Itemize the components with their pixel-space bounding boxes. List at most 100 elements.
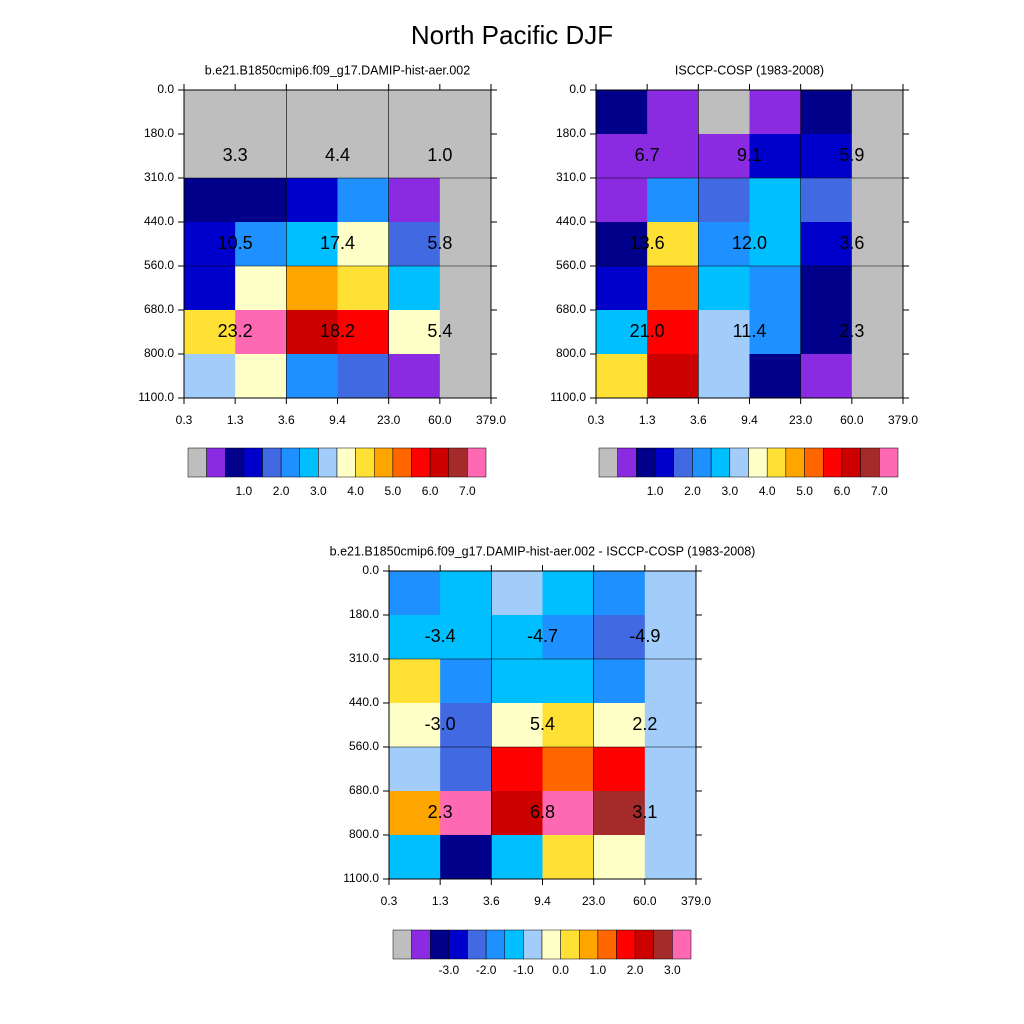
x-tick-label: 9.4 (741, 413, 758, 427)
box-value-label: 18.2 (320, 321, 355, 341)
box-value-label: 6.7 (635, 145, 660, 165)
heatmap-cell (644, 791, 697, 836)
heatmap-cell (800, 134, 853, 179)
heatmap-cell (596, 354, 648, 399)
heatmap-cell (596, 178, 648, 223)
y-tick-label: 800.0 (144, 346, 174, 360)
heatmap-cell (235, 266, 287, 311)
heatmap-cell (286, 222, 338, 267)
box-value-label: 3.1 (632, 802, 657, 822)
heatmap-cell (440, 703, 492, 748)
colorbar-label: 2.0 (273, 484, 290, 498)
heatmap-cell (698, 266, 750, 311)
box-value-label: 9.1 (737, 145, 762, 165)
colorbar-label: 6.0 (422, 484, 439, 498)
colorbar-swatch (672, 929, 692, 960)
y-tick-label: 800.0 (349, 827, 379, 841)
heatmap-cell (851, 266, 904, 311)
heatmap-cell (439, 178, 492, 223)
colorbar-swatch (243, 447, 263, 478)
y-tick-label: 440.0 (556, 214, 586, 228)
heatmap-cell (235, 178, 287, 223)
colorbar-swatch (579, 929, 599, 960)
heatmap-cell (337, 310, 390, 355)
box-value-label: -4.9 (629, 626, 660, 646)
heatmap-cell (184, 222, 236, 267)
x-tick-label: 23.0 (377, 413, 401, 427)
heatmap-cell (337, 222, 390, 267)
heatmap-cell (388, 354, 441, 399)
heatmap-cell (337, 266, 390, 311)
x-tick-label: 23.0 (789, 413, 813, 427)
heatmap-cell (542, 747, 595, 792)
heatmap-cell (235, 222, 287, 267)
colorbar-label: 5.0 (796, 484, 813, 498)
panel-3: b.e21.B1850cmip6.f09_g17.DAMIP-hist-aer.… (330, 544, 756, 977)
heatmap-cell (647, 134, 699, 179)
colorbar-swatch (710, 447, 731, 478)
heatmap-cell (491, 747, 543, 792)
heatmap-cell (644, 703, 697, 748)
colorbar-swatch (374, 447, 394, 478)
heatmap-cell (337, 134, 390, 179)
heatmap-cell (388, 178, 441, 223)
y-tick-label: 1100.0 (138, 390, 174, 404)
heatmap-cell (440, 571, 492, 616)
y-tick-label: 680.0 (144, 302, 174, 316)
heatmap-cell (491, 835, 543, 880)
heatmap-cell (800, 90, 853, 135)
colorbar-swatch (785, 447, 805, 478)
box-value-label: 6.8 (530, 802, 555, 822)
heatmap-cell (749, 90, 802, 135)
heatmap-cell (389, 615, 441, 660)
heatmap-cell (596, 90, 648, 135)
box-value-label: 10.5 (218, 233, 253, 253)
colorbar-label: 3.0 (664, 963, 681, 977)
x-tick-label: 9.4 (329, 413, 346, 427)
heatmap-cell (593, 791, 646, 836)
heatmap-cell (440, 615, 492, 660)
x-tick-label: 3.6 (278, 413, 295, 427)
x-tick-label: 3.6 (690, 413, 707, 427)
colorbar-swatch (485, 929, 505, 960)
x-tick-label: 1.3 (639, 413, 656, 427)
colorbar-swatch (541, 929, 561, 960)
colorbar-label: 1.0 (647, 484, 664, 498)
box-value-label: 3.6 (839, 233, 864, 253)
box-value-label: -3.0 (425, 714, 456, 734)
heatmap-cell (644, 571, 697, 616)
colorbar-swatch (523, 929, 543, 960)
colorbar-swatch (879, 447, 899, 478)
colorbar-swatch (355, 447, 375, 478)
heatmap-cell (644, 615, 697, 660)
heatmap-cell (851, 310, 904, 355)
colorbar-label: 7.0 (871, 484, 888, 498)
x-tick-label: 0.3 (176, 413, 193, 427)
heatmap-cell (749, 222, 802, 267)
colorbar-swatch (504, 929, 524, 960)
heatmap-cell (800, 354, 853, 399)
colorbar-swatch (616, 929, 636, 960)
heatmap-cell (647, 222, 699, 267)
heatmap-cell (389, 791, 441, 836)
x-tick-label: 379.0 (476, 413, 506, 427)
heatmap-cell (851, 354, 904, 399)
panel-1: b.e21.B1850cmip6.f09_g17.DAMIP-hist-aer.… (138, 63, 506, 498)
box-value-label: 3.3 (223, 145, 248, 165)
heatmap-cell (593, 615, 646, 660)
heatmap-cell (439, 134, 492, 179)
y-tick-label: 310.0 (349, 651, 379, 665)
colorbar-swatch (429, 447, 449, 478)
heatmap-cell (286, 134, 338, 179)
heatmap-cell (851, 90, 904, 135)
colorbar-swatch (634, 929, 654, 960)
box-value-label: 5.8 (427, 233, 452, 253)
box-value-label: 4.4 (325, 145, 350, 165)
colorbar-swatch (280, 447, 300, 478)
y-tick-label: 180.0 (349, 607, 379, 621)
colorbar-label: 3.0 (310, 484, 327, 498)
colorbar-swatch (636, 447, 656, 478)
box-value-label: -3.4 (425, 626, 456, 646)
heatmap-cell (184, 134, 236, 179)
